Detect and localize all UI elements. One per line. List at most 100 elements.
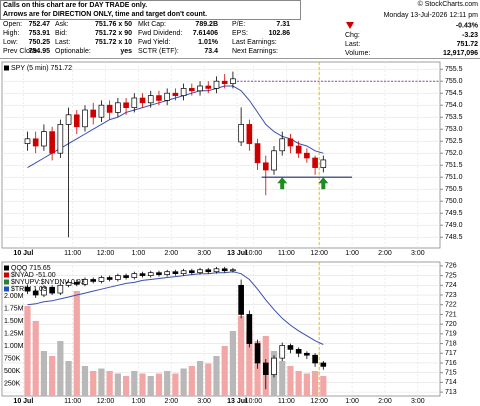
y-tick-label: 748.5 xyxy=(445,234,463,241)
legend-swatch xyxy=(4,279,9,285)
y2-tick-label: 250K xyxy=(4,380,21,387)
candle-body xyxy=(312,354,318,364)
note-text: Arrows are for DIRECTION ONLY, time and … xyxy=(3,11,207,18)
y-tick-label: 715 xyxy=(445,370,457,377)
candle-body xyxy=(295,349,302,354)
candle-body xyxy=(147,95,154,104)
x-tick-label: 3:00 xyxy=(411,398,425,405)
x-tick-label: 10:00 xyxy=(245,398,263,405)
y-tick-label: 718 xyxy=(445,340,457,347)
quote-value: 789.2B xyxy=(195,21,218,28)
volume-bar xyxy=(122,376,130,396)
volume-bar xyxy=(172,373,179,396)
quote-label: Last Earnings: xyxy=(232,39,277,46)
x-tick-label: 11:00 xyxy=(64,250,81,257)
candle-body xyxy=(312,157,318,168)
candle-body xyxy=(197,269,203,274)
quote-value: 7.61406 xyxy=(193,30,218,37)
quote-label: SCTR (ETF): xyxy=(138,48,179,55)
candle-body xyxy=(147,272,154,276)
x-tick-label: 2:00 xyxy=(378,250,392,257)
x-tick-label: 11:00 xyxy=(278,398,295,405)
volume-bar xyxy=(164,371,171,396)
y2-tick-label: 1.00M xyxy=(4,343,24,350)
candle-body xyxy=(271,150,277,171)
candle-body xyxy=(156,95,162,101)
legend-label: $NYAD -51.00 xyxy=(11,272,56,279)
candle-body xyxy=(320,362,327,367)
y-tick-label: 753.0 xyxy=(445,126,463,133)
volume-bar xyxy=(205,363,212,396)
down-triangle xyxy=(346,22,354,29)
y-tick-label: 749.0 xyxy=(445,222,463,229)
legend-label: SPY (5 min) 751.72 xyxy=(11,65,72,72)
legend-swatch xyxy=(4,286,9,292)
quote-label: Last: xyxy=(345,41,360,48)
volume-bar xyxy=(287,366,294,396)
volume-bar xyxy=(24,306,31,396)
y-tick-label: 721 xyxy=(445,311,457,318)
legend-label: $NYUPV:$NYDNV 0.93 xyxy=(11,279,85,286)
note-text: Calls on this chart are for DAY TRADE on… xyxy=(3,2,147,9)
candle-body xyxy=(262,162,269,171)
candle-body xyxy=(156,272,162,275)
x-tick-label: 12:00 xyxy=(97,398,115,405)
candle-body xyxy=(164,92,170,101)
quote-label: EPS: xyxy=(232,30,248,37)
quote-value: yes xyxy=(120,48,132,55)
volume-bar xyxy=(40,351,48,396)
y-tick-label: 750.5 xyxy=(445,186,463,193)
candle-body xyxy=(32,138,39,147)
x-tick-label: 13 Jul xyxy=(227,398,247,405)
volume-bar xyxy=(238,316,245,396)
candle-body xyxy=(90,109,97,118)
candle-body xyxy=(131,97,138,108)
quote-label: Optionable: xyxy=(55,48,91,55)
candle-body xyxy=(172,92,179,96)
volume-bar xyxy=(246,331,253,396)
volume-bar xyxy=(90,371,97,396)
candle-body xyxy=(230,269,236,272)
legend-swatch xyxy=(4,65,9,71)
candle-body xyxy=(82,279,88,285)
legend-label: QQQ 715.65 xyxy=(11,265,51,272)
candle-body xyxy=(205,269,212,273)
x-tick-label: 10:00 xyxy=(245,250,263,257)
candle-body xyxy=(65,282,72,286)
candle-body xyxy=(65,114,72,125)
x-tick-label: 2:00 xyxy=(164,250,178,257)
volume-bar xyxy=(295,371,302,396)
x-tick-label: 1:00 xyxy=(132,398,146,405)
volume-bar xyxy=(196,361,204,396)
y2-tick-label: 1.50M xyxy=(4,318,24,325)
y-tick-label: 750.0 xyxy=(445,198,463,205)
y-tick-label: 716 xyxy=(445,360,457,367)
quote-value: 751.72 x 10 xyxy=(95,39,132,46)
x-tick-label: 3:00 xyxy=(197,250,211,257)
volume-bar xyxy=(188,366,195,396)
volume-bar xyxy=(180,368,187,396)
volume-bar xyxy=(155,373,163,396)
quote-value: -3.23 xyxy=(462,32,478,39)
candle-body xyxy=(262,362,269,375)
volume-bar xyxy=(114,373,121,396)
y-tick-label: 714 xyxy=(445,379,457,386)
quote-value: 750.25 xyxy=(29,39,51,46)
candle-body xyxy=(221,268,228,272)
candle-body xyxy=(49,131,55,154)
candle-body xyxy=(180,270,187,275)
candle-body xyxy=(139,273,146,276)
volume-bar xyxy=(311,371,319,396)
quote-label: Chg: xyxy=(345,32,360,39)
candle-body xyxy=(115,275,121,280)
x-tick-label: 10 Jul xyxy=(13,250,33,257)
y2-tick-label: 500K xyxy=(4,368,21,375)
x-tick-label: 1:00 xyxy=(345,250,359,257)
plot-area xyxy=(1,61,441,249)
quote-label: Volume: xyxy=(345,50,370,57)
quote-value: 73.4 xyxy=(204,48,218,55)
x-tick-label: 1:00 xyxy=(345,398,359,405)
volume-bar xyxy=(139,373,146,396)
candle-body xyxy=(123,275,129,278)
